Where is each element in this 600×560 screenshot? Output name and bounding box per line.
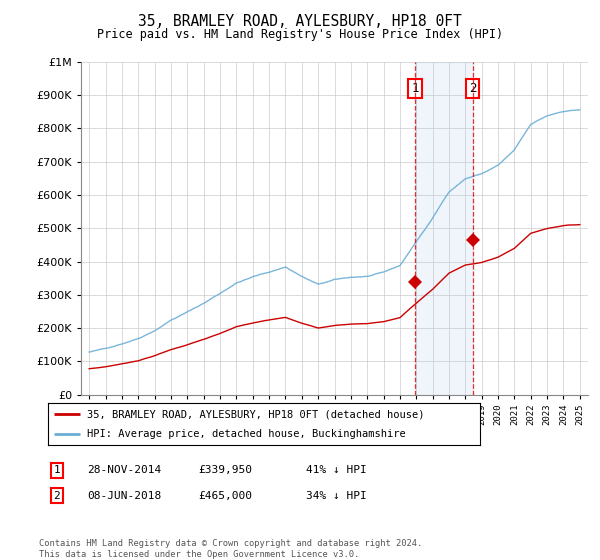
Text: Price paid vs. HM Land Registry's House Price Index (HPI): Price paid vs. HM Land Registry's House …	[97, 28, 503, 41]
Text: 08-JUN-2018: 08-JUN-2018	[87, 491, 161, 501]
Text: HPI: Average price, detached house, Buckinghamshire: HPI: Average price, detached house, Buck…	[87, 429, 406, 438]
Text: 28-NOV-2014: 28-NOV-2014	[87, 465, 161, 475]
Text: 2: 2	[469, 82, 476, 95]
Text: 34% ↓ HPI: 34% ↓ HPI	[306, 491, 367, 501]
Text: Contains HM Land Registry data © Crown copyright and database right 2024.
This d: Contains HM Land Registry data © Crown c…	[39, 539, 422, 559]
Text: 1: 1	[53, 465, 61, 475]
Text: 1: 1	[411, 82, 419, 95]
Text: 2: 2	[53, 491, 61, 501]
Text: £339,950: £339,950	[198, 465, 252, 475]
Bar	[415, 62, 473, 395]
Text: £465,000: £465,000	[198, 491, 252, 501]
Text: 41% ↓ HPI: 41% ↓ HPI	[306, 465, 367, 475]
Text: 35, BRAMLEY ROAD, AYLESBURY, HP18 0FT: 35, BRAMLEY ROAD, AYLESBURY, HP18 0FT	[138, 14, 462, 29]
Text: 35, BRAMLEY ROAD, AYLESBURY, HP18 0FT (detached house): 35, BRAMLEY ROAD, AYLESBURY, HP18 0FT (d…	[87, 409, 424, 419]
